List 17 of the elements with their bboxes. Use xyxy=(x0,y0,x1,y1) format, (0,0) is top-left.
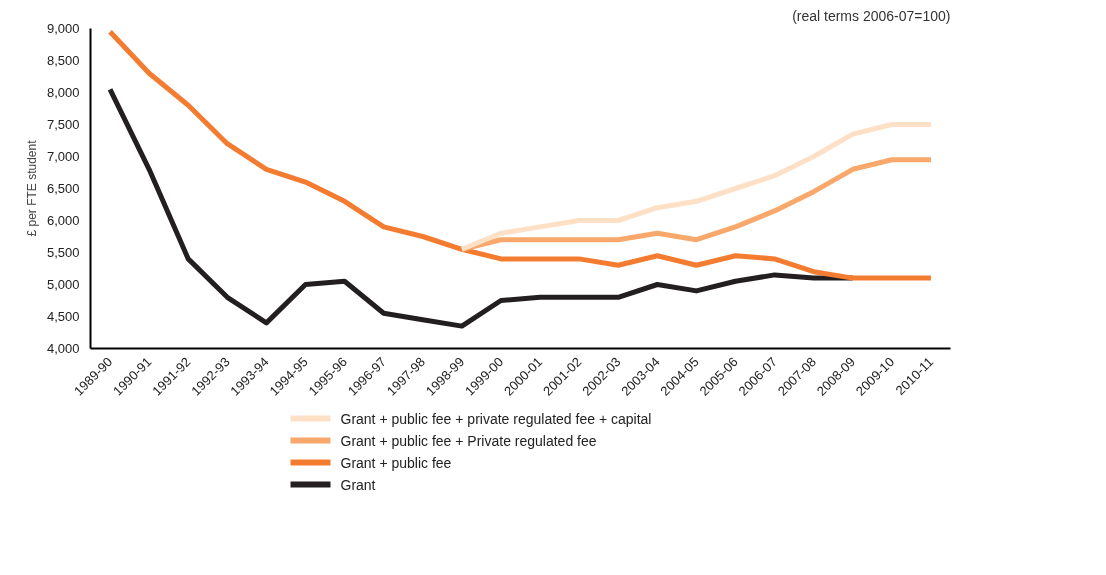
y-tick-label: 6,000 xyxy=(46,213,80,228)
y-tick-label: 8,500 xyxy=(46,53,80,68)
y-tick-label: 4,000 xyxy=(46,341,80,356)
y-tick-label: 7,000 xyxy=(46,149,80,164)
y-tick-label: 4,500 xyxy=(46,309,80,324)
y-tick-label: 9,000 xyxy=(46,21,80,36)
y-tick-label: 5,500 xyxy=(46,245,80,260)
legend-label: Grant + public fee xyxy=(340,454,452,471)
y-tick-label: 8,000 xyxy=(46,85,80,100)
legend-label: Grant + public fee + private regulated fee + capital xyxy=(340,410,652,427)
y-tick-label: 5,000 xyxy=(46,277,80,292)
y-tick-label: 6,500 xyxy=(46,181,80,196)
legend-label: Grant xyxy=(340,476,376,493)
y-tick-label: 7,500 xyxy=(46,117,80,132)
text: (real terms 2006-07=100) xyxy=(792,7,951,24)
legend-label: Grant + public fee + Private regulated fee xyxy=(340,432,597,449)
y-axis-title: £ per FTE student xyxy=(24,139,39,237)
